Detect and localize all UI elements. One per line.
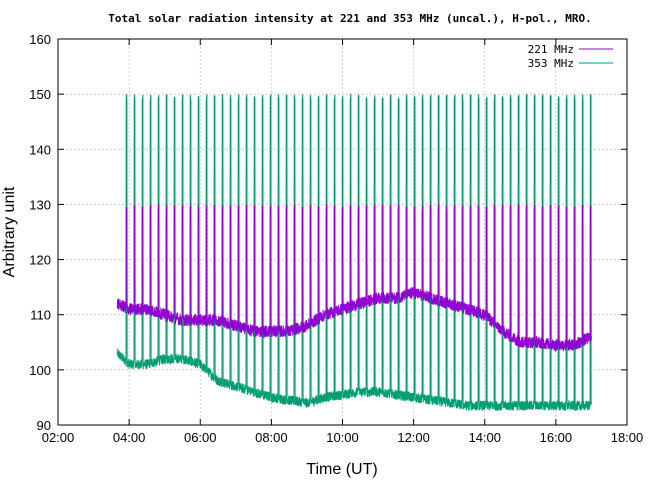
y-tick-label: 100 [29, 363, 51, 378]
x-tick-label: 08:00 [255, 430, 288, 445]
x-tick-label: 02:00 [42, 430, 75, 445]
x-tick-label: 16:00 [540, 430, 573, 445]
legend-label-221: 221 MHz [528, 43, 574, 56]
x-tick-label: 06:00 [184, 430, 217, 445]
series-line-221-mhz [116, 203, 592, 353]
y-tick-label: 160 [29, 32, 51, 47]
x-axis-label: Time (UT) [306, 461, 377, 478]
x-tick-label: 14:00 [468, 430, 501, 445]
series-layer [116, 93, 592, 412]
x-tick-label: 10:00 [326, 430, 359, 445]
series-line-353-mhz [116, 93, 592, 412]
y-tick-label: 90 [37, 418, 51, 433]
chart-title: Total solar radiation intensity at 221 a… [108, 12, 591, 25]
tick-layer: 90 100 110 120 130 140 150 160 02:00 04:00 06:00 08… [29, 32, 643, 445]
y-tick-label: 150 [29, 87, 51, 102]
y-tick-label: 120 [29, 253, 51, 268]
legend-label-353: 353 MHz [528, 57, 574, 70]
legend: 221 MHz 353 MHz [528, 43, 613, 70]
y-tick-label: 110 [30, 308, 51, 323]
x-tick-label: 18:00 [611, 430, 644, 445]
x-tick-label: 04:00 [113, 430, 146, 445]
y-axis-label: Arbitrary unit [1, 186, 18, 277]
x-tick-label: 12:00 [397, 430, 430, 445]
y-tick-label: 140 [29, 142, 51, 157]
y-tick-label: 130 [29, 197, 51, 212]
